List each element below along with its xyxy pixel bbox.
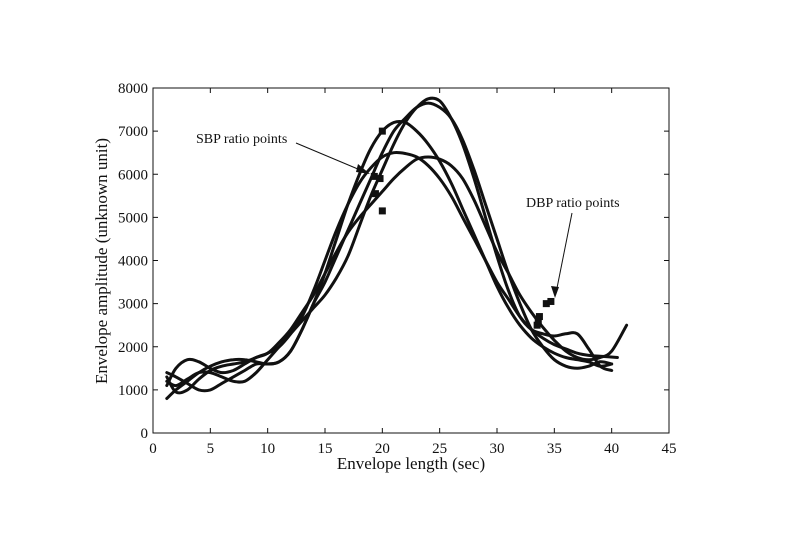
envelope-curve-5 [165, 96, 614, 388]
annotations: SBP ratio points DBP ratio points [196, 132, 620, 298]
y-tick-label: 1000 [118, 383, 148, 399]
sbp-ratio-point [376, 175, 384, 183]
sbp-arrow-line [295, 142, 366, 173]
sbp-ratio-point [370, 172, 378, 180]
sbp-ratio-point [378, 207, 386, 215]
x-tick-label: 40 [604, 441, 619, 457]
y-tick-label: 2000 [118, 340, 148, 356]
x-axis-label: Envelope length (sec) [337, 454, 485, 473]
x-tick-label: 35 [547, 441, 562, 457]
x-tick-label: 0 [149, 441, 157, 457]
curves [165, 96, 629, 400]
dbp-ratio-point [547, 297, 555, 305]
envelope-curve-4 [165, 101, 614, 393]
ratio-point-markers [370, 127, 555, 329]
x-tick-label: 20 [375, 441, 390, 457]
y-tick-label: 5000 [118, 210, 148, 226]
dbp-ratio-point [535, 313, 543, 321]
sbp-ratio-point [378, 127, 386, 135]
y-tick-label: 6000 [118, 167, 148, 183]
dbp-ratio-point [542, 300, 550, 308]
y-tick-label: 8000 [118, 81, 148, 97]
y-tick-label: 7000 [118, 124, 148, 140]
x-tick-label: 25 [432, 441, 447, 457]
envelope-curve-1 [165, 155, 629, 395]
axis-ticks: 0 5 10 15 20 25 30 35 40 45 0 1000 2000 3000 4000 5000 6… [118, 81, 677, 457]
y-tick-label: 3000 [118, 297, 148, 313]
y-tick-label: 4000 [118, 254, 148, 270]
sbp-ratio-point [371, 190, 379, 198]
dbp-arrow-head [551, 286, 559, 298]
sbp-annotation-label: SBP ratio points [196, 132, 287, 147]
envelope-curve-3 [165, 119, 614, 400]
dbp-ratio-point [534, 317, 542, 325]
x-tick-label: 45 [662, 441, 677, 457]
x-tick-label: 5 [207, 441, 215, 457]
x-tick-label: 15 [318, 441, 333, 457]
y-tick-label: 0 [141, 426, 149, 442]
y-axis-label: Envelope amplitude (unknown unit) [92, 138, 111, 384]
dbp-ratio-point [533, 321, 541, 329]
sbp-arrow-head [356, 164, 370, 174]
x-tick-label: 30 [490, 441, 505, 457]
dbp-arrow-line [555, 212, 573, 294]
dbp-annotation-label: DBP ratio points [526, 196, 620, 211]
x-tick-label: 10 [260, 441, 275, 457]
